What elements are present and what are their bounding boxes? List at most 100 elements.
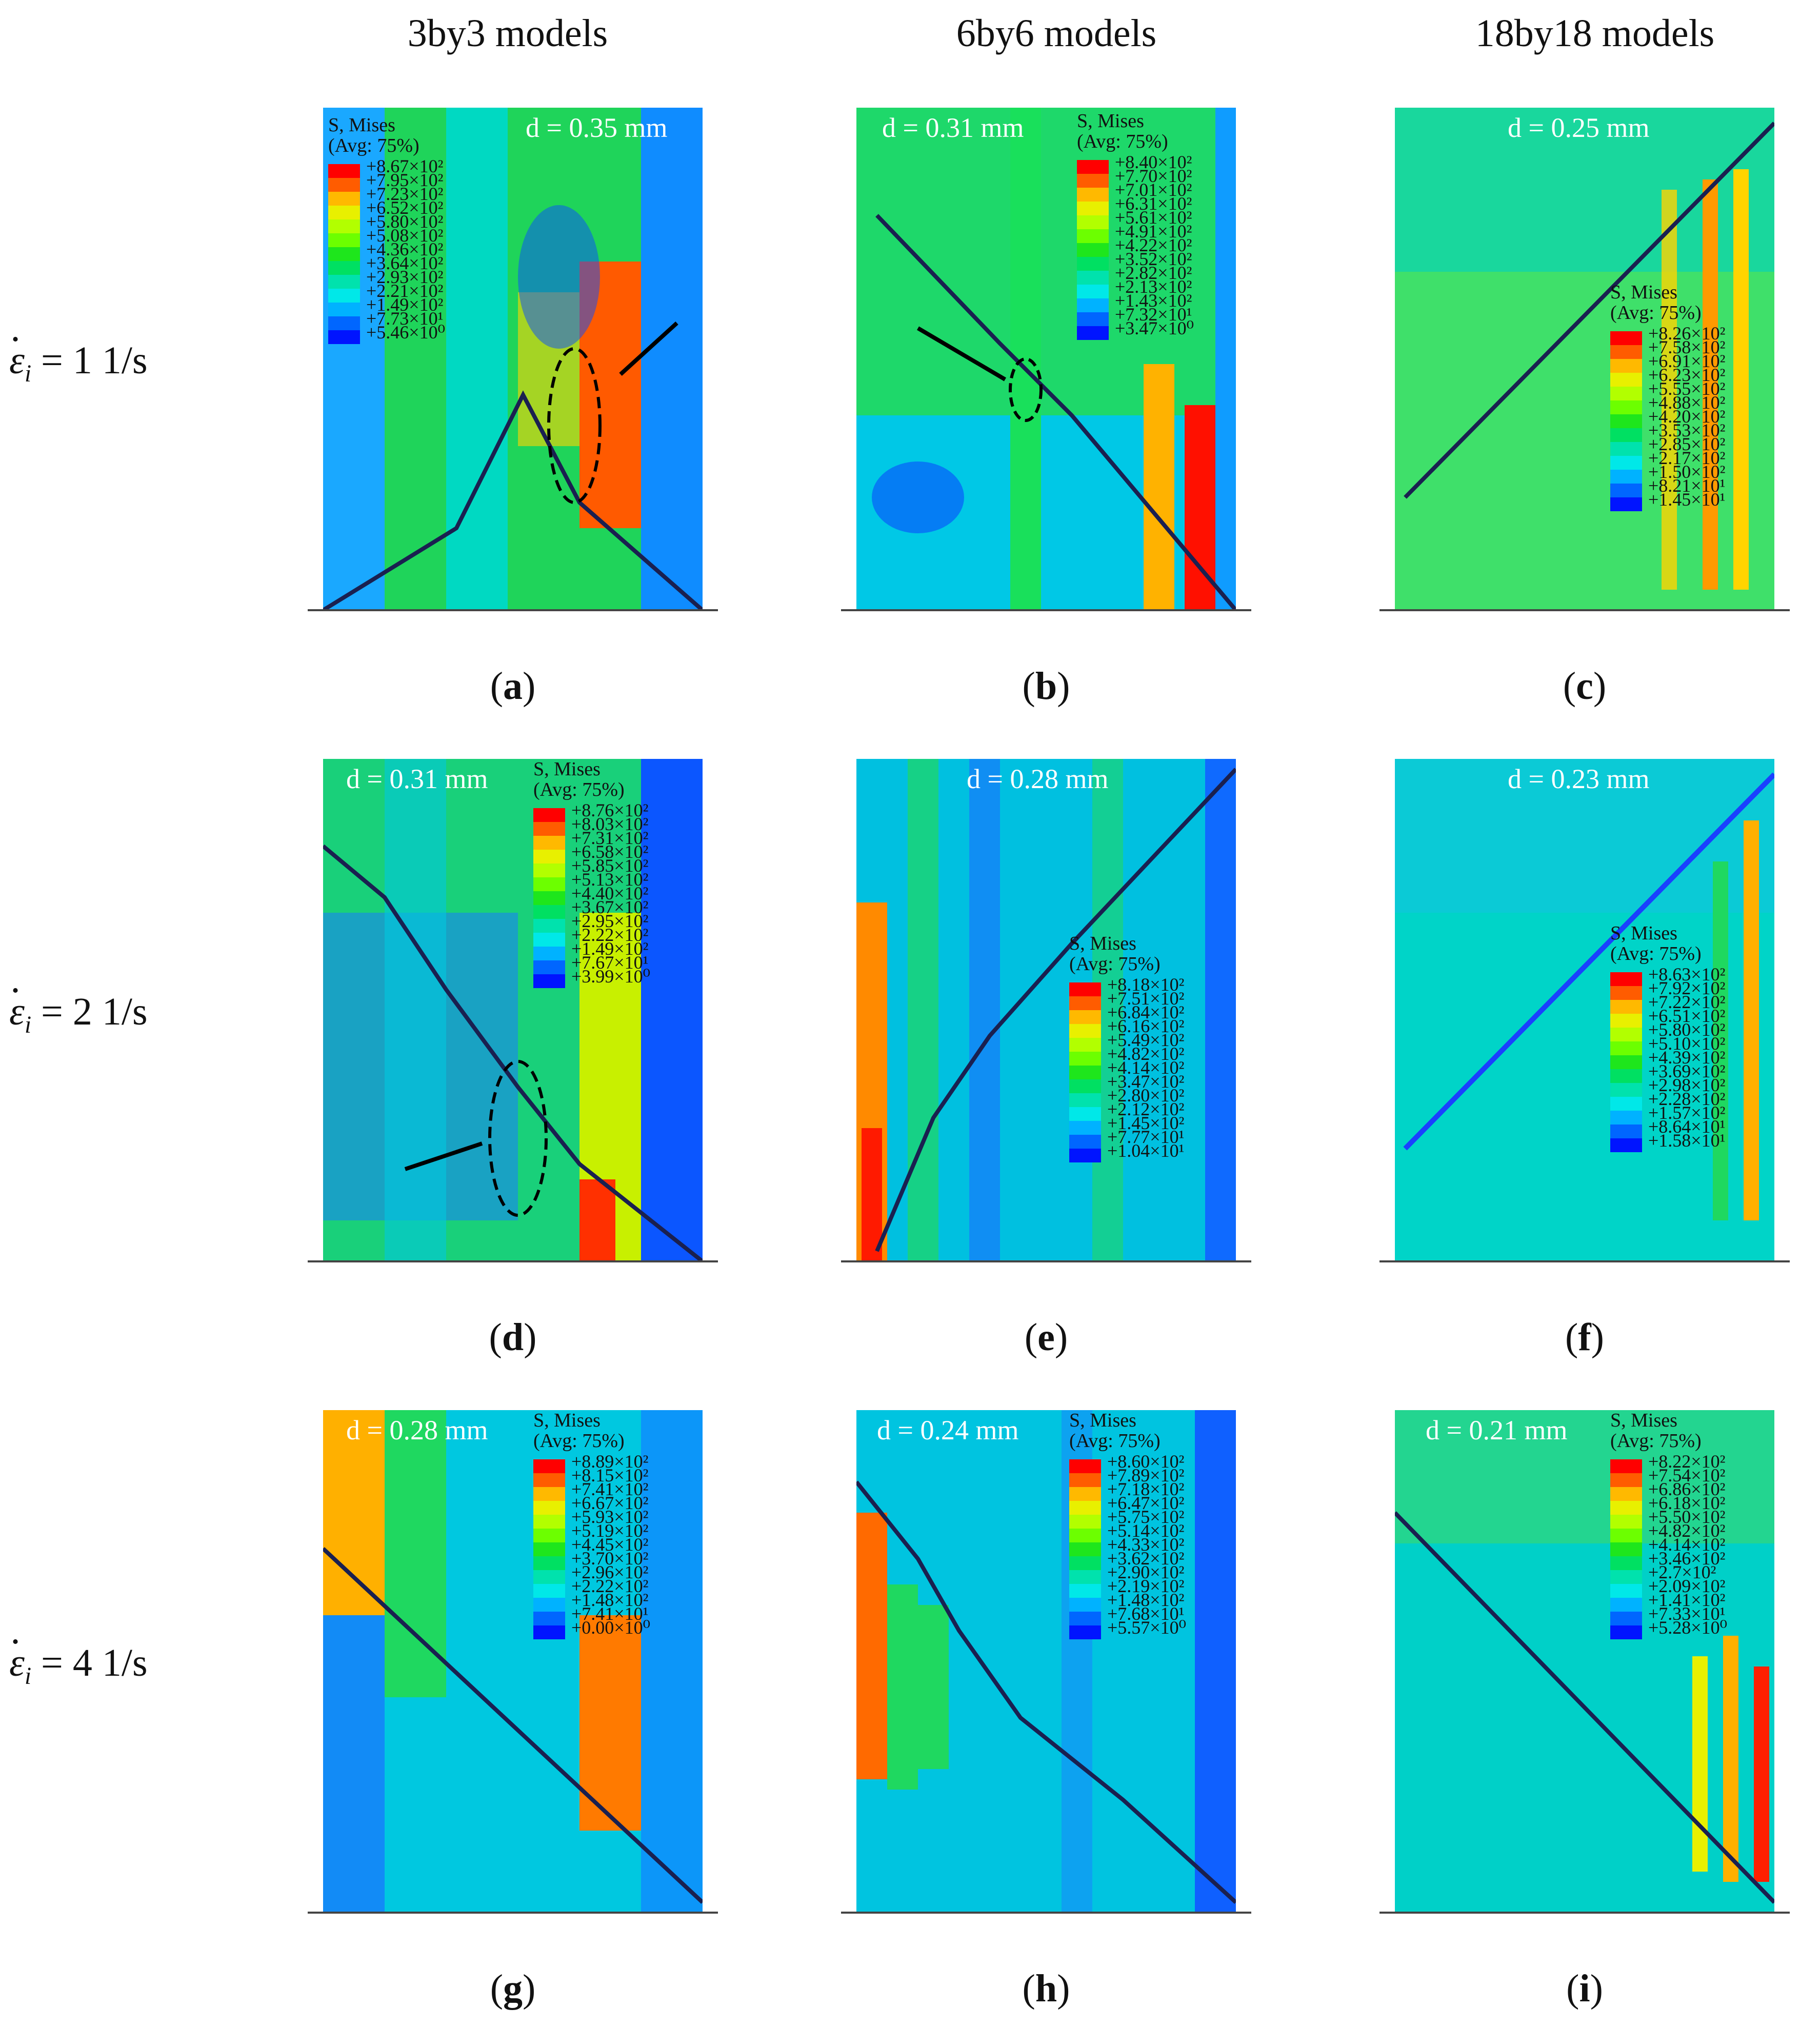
legend-value: +5.10×10²	[1648, 1033, 1726, 1054]
caption-c: (c)	[1563, 665, 1607, 708]
legend-value: +5.49×10²	[1107, 1030, 1185, 1050]
stress-legend: S, Mises (Avg: 75%) +8.22×10² +7.54×10² +6…	[1610, 1410, 1774, 1647]
legend-swatch	[533, 1529, 565, 1542]
legend-swatch	[1610, 1598, 1642, 1612]
legend-value: +8.40×10²	[1115, 152, 1192, 172]
legend-value: +5.80×10²	[1648, 1019, 1726, 1040]
legend-value: +7.22×10²	[1648, 992, 1726, 1012]
legend-title: S, Mises	[1069, 933, 1136, 954]
legend-value: +7.33×10¹	[1648, 1603, 1726, 1624]
legend-swatch	[328, 261, 360, 275]
legend-value: +7.89×10²	[1107, 1465, 1185, 1485]
legend-swatch	[533, 974, 565, 988]
legend-value: +6.23×10²	[1648, 365, 1726, 385]
legend-swatch	[533, 891, 565, 905]
legend-swatch	[1610, 345, 1642, 359]
legend-swatch	[1069, 996, 1101, 1010]
legend-swatch	[1610, 400, 1642, 414]
legend-value: +2.80×10²	[1107, 1085, 1185, 1106]
legend-swatch	[1610, 1097, 1642, 1111]
highlight-ellipse	[547, 347, 602, 504]
contour-panel-g: d = 0.28 mm S, Mises (Avg: 75%) +8.89×10…	[323, 1410, 703, 1913]
legend-value: +1.48×10²	[571, 1590, 649, 1610]
legend-value: +2.96×10²	[571, 1562, 649, 1582]
legend-value: +3.52×10²	[1115, 249, 1192, 269]
contour-panel-c: d = 0.25 mm S, Mises (Avg: 75%) +8.26×10…	[1395, 108, 1774, 610]
legend-swatch	[1069, 1598, 1101, 1612]
legend-swatch	[1069, 1612, 1101, 1625]
stress-legend: S, Mises (Avg: 75%) +8.40×10² +7.70×10² +7…	[1077, 111, 1236, 347]
legend-subtitle: (Avg: 75%)	[1610, 302, 1702, 324]
legend-value: +2.13×10²	[1115, 276, 1192, 297]
panel-baseline	[1379, 1260, 1790, 1262]
legend-title: S, Mises	[328, 114, 395, 136]
legend-value: +7.54×10²	[1648, 1465, 1726, 1485]
legend-value: +6.86×10²	[1648, 1479, 1726, 1499]
legend-value: +7.41×10²	[571, 1479, 649, 1499]
legend-value: +7.31×10²	[571, 828, 649, 848]
legend-swatch	[1610, 1612, 1642, 1625]
legend-swatch	[328, 233, 360, 247]
legend-value: +8.63×10²	[1648, 964, 1726, 985]
legend-swatch	[1069, 1473, 1101, 1487]
legend-swatch	[1610, 1014, 1642, 1028]
panel-baseline	[308, 609, 718, 611]
stress-contour-plot	[856, 1410, 1236, 1913]
legend-value: +4.39×10²	[1648, 1047, 1726, 1068]
displacement-label: d = 0.25 mm	[1508, 112, 1650, 143]
legend-swatch	[1077, 243, 1109, 257]
stress-contour-plot	[323, 108, 703, 610]
legend-title: S, Mises	[533, 759, 601, 780]
legend-value: +4.14×10²	[1648, 1534, 1726, 1555]
legend-value: +2.19×10²	[1107, 1576, 1185, 1596]
stress-contour-plot	[1395, 759, 1774, 1261]
legend-swatch	[533, 1556, 565, 1570]
legend-value: +3.62×10²	[1107, 1548, 1185, 1569]
legend-value: +5.85×10²	[571, 855, 649, 876]
legend-value: +5.28×10⁰	[1648, 1617, 1728, 1638]
legend-value: +5.46×10⁰	[366, 322, 446, 343]
legend-title: S, Mises	[1077, 110, 1144, 132]
legend-value: +3.47×10²	[1107, 1071, 1185, 1092]
legend-swatch	[1077, 257, 1109, 271]
displacement-label: d = 0.28 mm	[967, 764, 1109, 794]
legend-swatch	[1069, 1010, 1101, 1024]
legend-value: +4.22×10²	[1115, 235, 1192, 255]
legend-swatch	[1069, 1121, 1101, 1135]
legend-value: +2.12×10²	[1107, 1099, 1185, 1119]
legend-value: +7.32×10¹	[1115, 304, 1192, 325]
legend-title: S, Mises	[1610, 922, 1677, 944]
legend-swatch	[533, 836, 565, 850]
legend-title: S, Mises	[1610, 282, 1677, 303]
legend-swatch	[1069, 982, 1101, 996]
legend-swatch	[533, 1473, 565, 1487]
legend-value: +6.47×10²	[1107, 1493, 1185, 1513]
stress-contour-plot	[1395, 108, 1774, 610]
stress-contour-plot	[323, 1410, 703, 1913]
legend-value: +7.67×10¹	[571, 952, 649, 973]
contour-panel-b: d = 0.31 mm S, Mises (Avg: 75%) +8.40×10…	[856, 108, 1236, 610]
legend-value: +7.95×10²	[366, 170, 444, 190]
legend-swatch	[1610, 1584, 1642, 1598]
displacement-label: d = 0.23 mm	[1508, 764, 1650, 794]
legend-swatch	[533, 877, 565, 891]
legend-swatch	[1069, 1542, 1101, 1556]
stress-contour-plot	[323, 759, 703, 1261]
legend-swatch	[533, 1584, 565, 1598]
legend-value: +2.17×10²	[1648, 448, 1726, 468]
legend-swatch	[1069, 1625, 1101, 1639]
legend-swatch	[328, 275, 360, 289]
legend-swatch	[533, 808, 565, 822]
arrow-annotation	[404, 1141, 483, 1171]
legend-swatch	[328, 178, 360, 192]
legend-swatch	[1610, 497, 1642, 511]
legend-value: +6.58×10²	[571, 841, 649, 862]
legend-swatch	[1069, 1570, 1101, 1584]
highlight-ellipse	[1009, 357, 1043, 422]
legend-value: +1.49×10²	[571, 938, 649, 959]
legend-value: +3.67×10²	[571, 897, 649, 917]
legend-value: +8.15×10²	[571, 1465, 649, 1485]
legend-value: +7.92×10²	[1648, 978, 1726, 998]
panel-baseline	[841, 1912, 1251, 1914]
legend-swatch	[1069, 1066, 1101, 1079]
